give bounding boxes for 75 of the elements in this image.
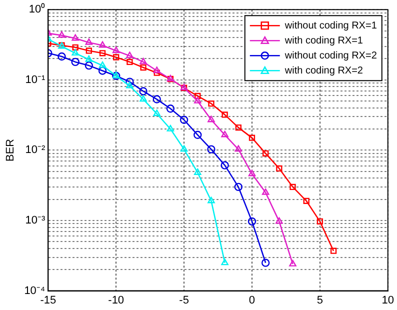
point [289,260,296,266]
point [194,92,201,100]
point [126,78,134,86]
point [208,116,215,122]
point [262,188,270,195]
point [72,44,78,50]
y-axis-title: BER [4,138,17,162]
point [207,145,216,154]
legend-label: with coding RX=2 [284,65,364,76]
point [208,196,215,204]
point [72,49,79,56]
point [316,218,324,225]
point [71,58,80,66]
point [58,52,66,61]
point [221,130,228,138]
point [180,145,188,152]
legend-label: without coding RX=2 [284,50,378,62]
point [126,52,134,58]
point [139,87,148,96]
point [276,165,282,172]
point [86,48,92,54]
point [98,66,107,75]
point [180,116,188,124]
legend-label: without coding RX=1 [284,20,378,32]
point [248,217,256,226]
point [152,95,161,104]
point [98,61,106,68]
legend-label: with coding RX=1 [284,35,364,46]
point [290,184,296,190]
y-tick-label: 10⁻² [25,144,46,156]
point [222,112,228,118]
point [153,110,161,116]
point [248,134,256,141]
point [140,58,147,64]
point [112,46,120,54]
point [248,170,256,176]
point [194,168,202,175]
point [234,145,242,152]
point [140,95,147,102]
point [303,198,310,204]
point [85,55,93,62]
point [99,50,106,56]
y-tick-label: 10⁻⁴ [24,284,46,297]
point [208,100,214,107]
x-tick-label: 5 [316,294,323,306]
point [98,41,106,48]
x-tick-label: 0 [248,294,256,306]
point [85,38,93,45]
point [262,150,269,156]
point [330,248,337,254]
x-tick-label: -15 [40,294,56,306]
y-tick-label: 10⁻¹ [25,74,46,86]
point [84,61,94,70]
point [194,96,202,104]
point [153,66,161,74]
point [194,130,202,140]
point [221,258,228,266]
point [220,161,229,170]
point [72,34,79,41]
point [261,258,270,267]
point [126,82,134,88]
y-tick-label: 10⁻³ [25,214,46,227]
point [140,64,146,71]
point [166,124,174,132]
point [234,182,243,192]
point [126,58,133,66]
x-tick-label: -10 [108,294,124,306]
x-tick-label: 10 [382,294,394,306]
point [166,104,175,113]
y-tick-label: 10⁰ [28,2,46,16]
point [58,31,66,38]
point [113,54,120,60]
point [235,124,242,131]
point [276,217,283,224]
x-tick-label: -5 [179,294,189,306]
